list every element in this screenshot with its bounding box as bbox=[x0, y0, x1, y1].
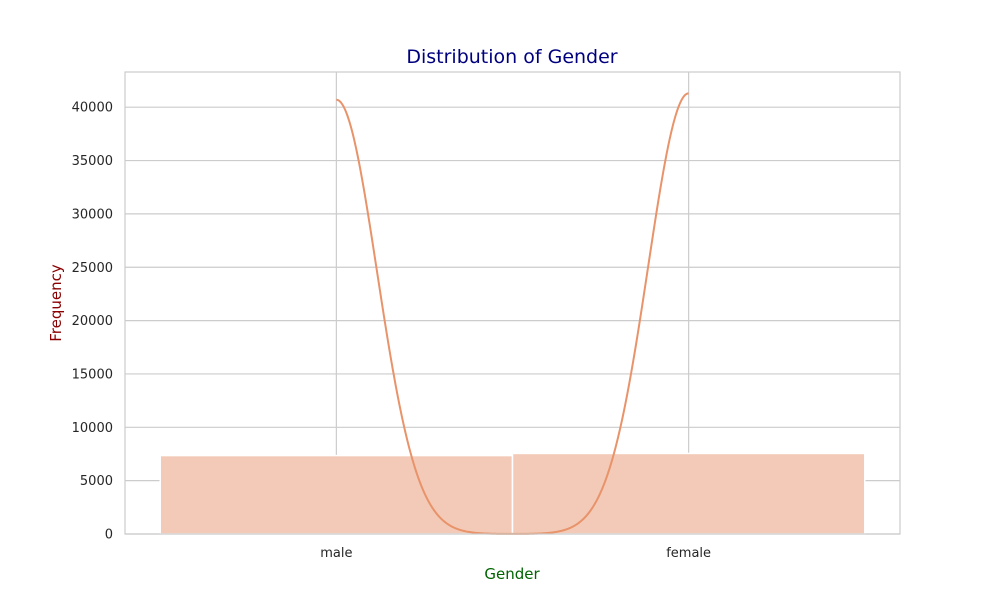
bar-male bbox=[159, 454, 514, 535]
x-tick-labels: male female bbox=[320, 546, 711, 561]
chart-title: Distribution of Gender bbox=[406, 46, 617, 68]
y-tick-labels: 0 5000 10000 15000 20000 25000 30000 35000 40000 bbox=[72, 101, 113, 543]
bars bbox=[159, 452, 866, 535]
y-tick-label: 0 bbox=[105, 528, 113, 543]
y-tick-label: 20000 bbox=[72, 314, 113, 329]
x-tick-label-female: female bbox=[666, 546, 711, 561]
y-tick-label: 5000 bbox=[80, 474, 113, 489]
x-axis-label: Gender bbox=[484, 565, 540, 583]
x-tick-label-male: male bbox=[320, 546, 352, 561]
plot-frame bbox=[124, 71, 901, 535]
y-tick-label: 10000 bbox=[72, 421, 113, 436]
y-tick-label: 15000 bbox=[72, 367, 113, 382]
y-tick-label: 30000 bbox=[72, 207, 113, 222]
y-axis-label: Frequency bbox=[47, 264, 65, 342]
y-tick-label: 40000 bbox=[72, 101, 113, 116]
y-tick-label: 25000 bbox=[72, 261, 113, 276]
y-tick-label: 35000 bbox=[72, 154, 113, 169]
bar-female bbox=[511, 452, 866, 535]
